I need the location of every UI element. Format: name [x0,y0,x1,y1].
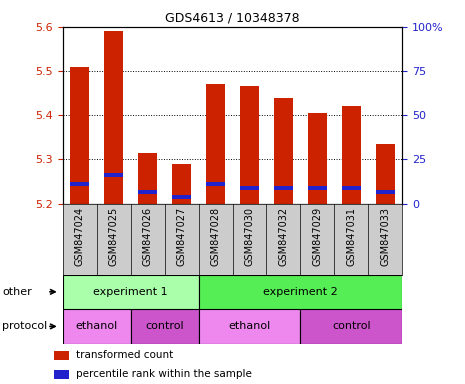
Text: control: control [332,321,371,331]
Bar [274,98,293,204]
Text: GSM847031: GSM847031 [346,207,356,266]
Bar [54,370,68,379]
Text: GSM847027: GSM847027 [177,207,186,266]
Bar [300,309,402,344]
Text: GSM847033: GSM847033 [380,207,390,266]
Text: GSM847030: GSM847030 [245,207,254,266]
Text: experiment 2: experiment 2 [263,287,338,297]
Text: control: control [145,321,184,331]
Bar [308,186,327,190]
Text: percentile rank within the sample: percentile rank within the sample [76,369,252,379]
Text: GSM847032: GSM847032 [279,207,288,266]
Bar [70,67,89,204]
Bar [376,144,395,204]
Text: protocol: protocol [2,321,47,331]
Bar [342,186,361,190]
Bar [63,275,199,309]
Bar [138,153,157,204]
Text: GSM847024: GSM847024 [75,207,85,266]
Bar [131,309,199,344]
Text: transformed count: transformed count [76,350,173,360]
Bar [240,86,259,204]
Text: other: other [2,287,32,297]
Text: ethanol: ethanol [228,321,271,331]
Text: GSM847025: GSM847025 [109,207,119,266]
Bar [104,31,123,204]
Bar [104,173,123,177]
Bar [199,309,300,344]
Bar [172,164,191,204]
Title: GDS4613 / 10348378: GDS4613 / 10348378 [165,11,300,24]
Bar [199,275,402,309]
Bar [240,186,259,190]
Text: GSM847029: GSM847029 [312,207,322,266]
Bar [63,309,131,344]
Text: ethanol: ethanol [76,321,118,331]
Bar [138,190,157,194]
Bar [274,186,293,190]
Text: experiment 1: experiment 1 [93,287,168,297]
Text: GSM847026: GSM847026 [143,207,153,266]
Bar [206,84,225,204]
Bar [172,195,191,199]
Text: GSM847028: GSM847028 [211,207,220,266]
Bar [206,182,225,185]
Bar [308,113,327,204]
Bar [376,190,395,194]
Bar [70,182,89,185]
Bar [54,351,68,360]
Bar [342,106,361,204]
